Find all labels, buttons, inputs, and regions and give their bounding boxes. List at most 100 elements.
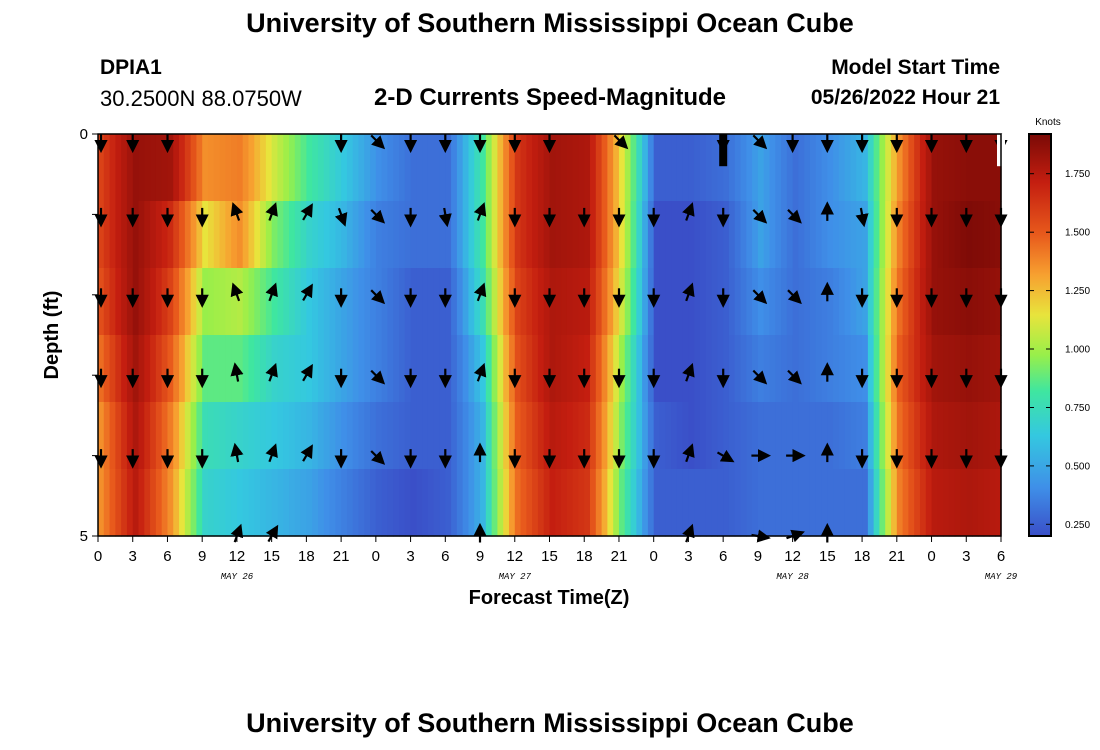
heat-cell: [103, 134, 111, 202]
heat-cell: [132, 469, 140, 537]
heat-cell: [462, 134, 470, 202]
heat-cell: [653, 201, 661, 269]
heat-cell: [480, 268, 487, 336]
heat-cell: [109, 335, 116, 403]
heat-cell: [306, 134, 313, 202]
heat-cell: [254, 335, 261, 403]
heat-cell: [595, 469, 603, 537]
heat-cell: [566, 134, 574, 202]
heat-cell: [937, 335, 944, 403]
heat-cell: [300, 469, 307, 537]
heat-cell: [508, 469, 516, 537]
heat-cell: [485, 335, 493, 403]
heat-cell: [335, 335, 342, 403]
heat-cell: [630, 335, 637, 403]
heat-cell: [427, 268, 435, 336]
heat-cell: [723, 335, 730, 403]
heat-cell: [520, 134, 527, 202]
heat-cell: [862, 469, 869, 537]
heat-cell: [497, 268, 504, 336]
heat-cell: [694, 201, 701, 269]
heat-cell: [555, 134, 562, 202]
colorbar-tick-label: 1.250: [1065, 286, 1090, 297]
heat-cell: [422, 402, 429, 470]
heat-cell: [115, 134, 122, 202]
heat-cell: [248, 268, 255, 336]
x-axis-label: Forecast Time(Z): [469, 587, 630, 609]
heat-cell: [972, 469, 979, 537]
date-label: MAY 27: [499, 572, 532, 582]
heat-cell: [242, 268, 250, 336]
x-tick-label: 9: [198, 548, 206, 565]
heat-cell: [381, 134, 389, 202]
heat-cell: [850, 469, 857, 537]
heat-cell: [618, 134, 626, 202]
heat-cell: [323, 402, 331, 470]
heat-cell: [954, 134, 962, 202]
heat-cell: [943, 268, 950, 336]
heat-cell: [624, 268, 632, 336]
heat-cell: [526, 268, 533, 336]
heat-cell: [236, 268, 244, 336]
heat-cell: [514, 268, 522, 336]
heat-cell: [862, 402, 869, 470]
x-tick-label: 9: [476, 548, 484, 565]
heat-cell: [335, 469, 342, 537]
heat-cell: [584, 134, 591, 202]
heat-cell: [514, 402, 522, 470]
heat-cell: [503, 134, 510, 202]
heat-cell: [335, 402, 342, 470]
heat-cell: [856, 402, 863, 470]
heat-cell: [121, 201, 128, 269]
heat-cell: [786, 201, 794, 269]
heat-cell: [341, 402, 348, 470]
heat-cell: [416, 134, 423, 202]
heat-cell: [931, 402, 938, 470]
footer-title: University of Southern Mississippi Ocean…: [246, 708, 854, 738]
heat-cell: [346, 201, 354, 269]
heat-cell: [520, 469, 527, 537]
heat-cell: [468, 134, 475, 202]
heat-cell: [329, 268, 336, 336]
heat-cell: [989, 402, 996, 470]
heat-cell: [925, 335, 933, 403]
heat-cell: [555, 201, 562, 269]
heat-cell: [271, 335, 279, 403]
data-marker: [719, 134, 728, 167]
heat-cell: [352, 268, 360, 336]
heat-cell: [902, 335, 909, 403]
heat-cell: [179, 268, 186, 336]
heat-cell: [375, 335, 383, 403]
heat-cell: [213, 402, 221, 470]
heat-cell: [138, 201, 145, 269]
heat-cell: [659, 268, 666, 336]
heat-cell: [445, 201, 452, 269]
heat-cell: [364, 469, 371, 537]
current-speed-chart: 0 3 6 9 12 15 18 21 0 3 6 9 12 15 18 21 0 3 6 9 12 15 18 21 0 3 6 M…: [41, 117, 1090, 609]
x-tick-label: 3: [129, 548, 137, 565]
heat-cell: [688, 402, 695, 470]
heat-cell: [821, 402, 828, 470]
heat-cell: [995, 469, 1002, 537]
heat-cell: [277, 201, 284, 269]
heat-cell: [468, 268, 475, 336]
current-vector-arrow: [613, 134, 629, 150]
heat-cell: [150, 201, 157, 269]
heat-cell: [317, 469, 325, 537]
heat-cell: [578, 268, 585, 336]
heat-cell: [346, 134, 354, 202]
heat-cell: [705, 335, 713, 403]
heat-cell: [213, 201, 221, 269]
heat-cell: [364, 402, 371, 470]
heat-cell: [757, 335, 765, 403]
heat-cell: [254, 134, 261, 202]
heat-cell: [960, 201, 967, 269]
heat-cell: [804, 402, 811, 470]
heat-cell: [607, 201, 614, 269]
heat-cell: [804, 335, 811, 403]
heat-cell: [856, 335, 863, 403]
y-axis-label: Depth (ft): [41, 291, 63, 380]
heat-cell: [260, 201, 267, 269]
heat-cell: [537, 134, 545, 202]
heat-cell: [207, 335, 215, 403]
